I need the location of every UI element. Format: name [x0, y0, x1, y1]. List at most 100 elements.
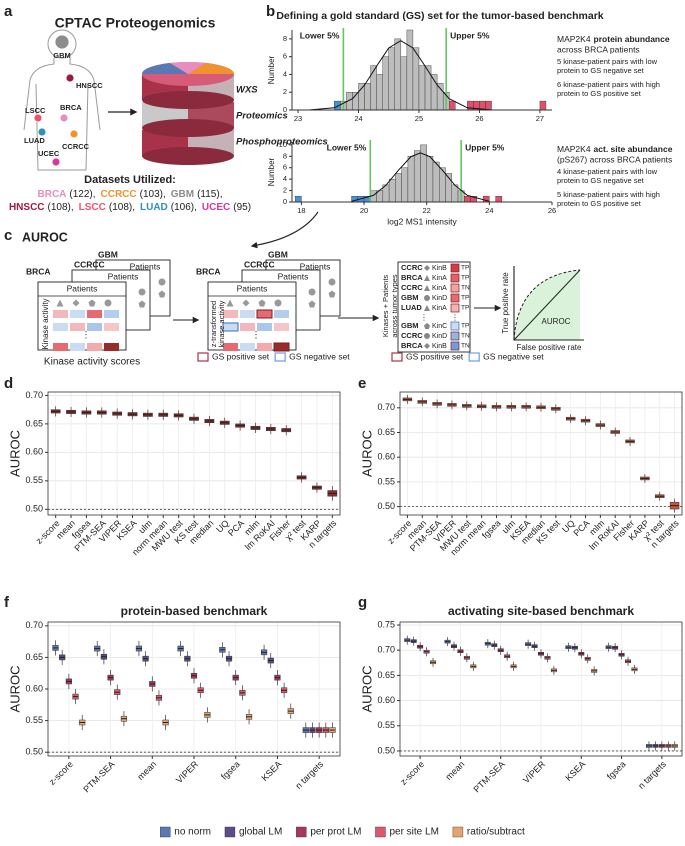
note-low: 5 kinase-patient pairs with low: [557, 57, 658, 66]
tumor-dot: [51, 157, 61, 167]
patient-icon: [424, 323, 430, 329]
note-heading: MAP2K4 protein abundance: [557, 34, 670, 44]
dataset-name: BRCA: [38, 189, 67, 200]
y-tick-label: 0.70: [25, 390, 43, 400]
y-tick-label: 0.50: [377, 745, 395, 755]
histogram-bar: [400, 56, 408, 111]
x-axis-title: log2 MS1 intensity: [387, 216, 457, 226]
tumor-dot: [33, 113, 43, 123]
panel-letter: b: [266, 3, 275, 20]
panel-title: Defining a gold standard (GS) set for th…: [276, 10, 603, 22]
cylinder-bottom: [142, 147, 234, 165]
dataset-name: LSCC: [79, 202, 106, 213]
tumor-label: CCRCC: [244, 259, 275, 269]
row-tumor: BRCA: [401, 273, 423, 282]
plot-border: [399, 621, 683, 757]
tumor-label: LSCC: [25, 106, 46, 115]
y-tick-label: 0.50: [377, 501, 395, 511]
fit-curve: [310, 40, 492, 111]
cutoff-label: Upper 5%: [450, 30, 490, 40]
y-tick-label: 0.70: [377, 645, 395, 655]
histogram-bar: [394, 38, 402, 111]
legend-label: no norm: [174, 827, 211, 838]
note-feature: protein abundance: [594, 34, 670, 44]
row-cell: [450, 341, 460, 351]
y-tick-label: 0.70: [377, 402, 395, 412]
datasets-title: Datasets Utilized:: [84, 174, 176, 186]
fit-curve: [351, 152, 490, 202]
patient-icon: [328, 278, 336, 286]
tumor-label: CCRCC: [74, 259, 105, 269]
tumor-label: GBM: [268, 249, 288, 259]
activity-cell: [70, 310, 85, 318]
histogram-bar: [449, 100, 456, 111]
note-high: protein to GS positive set: [557, 89, 642, 98]
histogram-bar: [424, 65, 432, 111]
patient-icon: [104, 299, 112, 307]
histogram-bar: [294, 196, 302, 203]
roc-axis-title: False positive rate: [517, 343, 582, 352]
activity-cell: [87, 310, 102, 318]
activity-cell: [257, 323, 272, 331]
activity-cell: [223, 343, 238, 351]
x-tick-label: 23: [294, 114, 302, 123]
x-tick-label: 24: [485, 206, 493, 215]
y-axis-title: Number: [267, 157, 276, 186]
note-high: protein to GS positive set: [557, 199, 642, 208]
panel-letter: a: [4, 3, 13, 20]
note-low: protein to GS negative set: [557, 66, 645, 75]
patient-icon: [72, 299, 80, 307]
activity-cell: [274, 310, 289, 318]
histogram-bar: [364, 83, 371, 111]
legend-label: per site LM: [389, 827, 438, 838]
ellipsis: ⋮: [451, 313, 459, 322]
dataset-count: (108),: [48, 202, 74, 213]
dataset-count: (106),: [171, 202, 197, 213]
patient-icon: [424, 285, 430, 291]
activity-cell: [240, 343, 255, 351]
patient-icon: [138, 300, 146, 308]
axis-caption: Kinase activity: [41, 298, 50, 349]
note-heading: MAP2K4 act. site abundance: [557, 144, 673, 154]
patient-icon: [88, 299, 96, 307]
row-cell: [450, 293, 460, 303]
y-tick-label: 4: [283, 69, 287, 78]
y-tick-label: 0.70: [25, 620, 43, 630]
x-tick-label: 26: [548, 206, 556, 215]
layer-label: WXS: [236, 85, 258, 96]
row-label: TP: [461, 305, 469, 312]
histogram-bar: [418, 65, 426, 111]
patient-icon: [424, 305, 430, 311]
caption: Kinase activity scores: [44, 357, 140, 368]
tumor-label: HNSCC: [76, 81, 103, 90]
histogram-bar: [485, 100, 492, 111]
legend-swatch: [274, 352, 286, 362]
y-tick-label: 0.55: [25, 715, 43, 725]
roc-axis-title: True positive rate: [501, 272, 510, 334]
histogram-bar: [370, 65, 377, 111]
row-kinase: KinA: [432, 285, 447, 292]
legend-label: GS negative set: [483, 351, 544, 361]
y-axis-title: Number: [267, 55, 276, 84]
patient-icon: [424, 343, 430, 349]
dataset-count: (103),: [140, 189, 166, 200]
row-kinase: KinA: [432, 275, 447, 282]
y-tick-label: 0.65: [377, 427, 395, 437]
activity-cell: [240, 323, 255, 331]
row-kinase: KinC: [432, 323, 447, 330]
histogram-bar: [382, 56, 389, 111]
dataset-name: HNSCC: [9, 202, 45, 213]
histogram-bar: [413, 150, 421, 203]
legend-swatch: [296, 826, 307, 838]
note-high: 6 kinase-patient pairs with high: [557, 80, 660, 89]
chart-title: protein-based benchmark: [121, 604, 268, 618]
x-tick-label: 22: [423, 206, 431, 215]
tumor-dot: [69, 129, 79, 139]
dataset-name: LUAD: [140, 202, 168, 213]
patient-icon: [424, 275, 430, 281]
y-tick-label: 4: [283, 174, 287, 183]
tumor-label: LUAD: [24, 136, 45, 145]
activity-cell: [87, 323, 102, 331]
